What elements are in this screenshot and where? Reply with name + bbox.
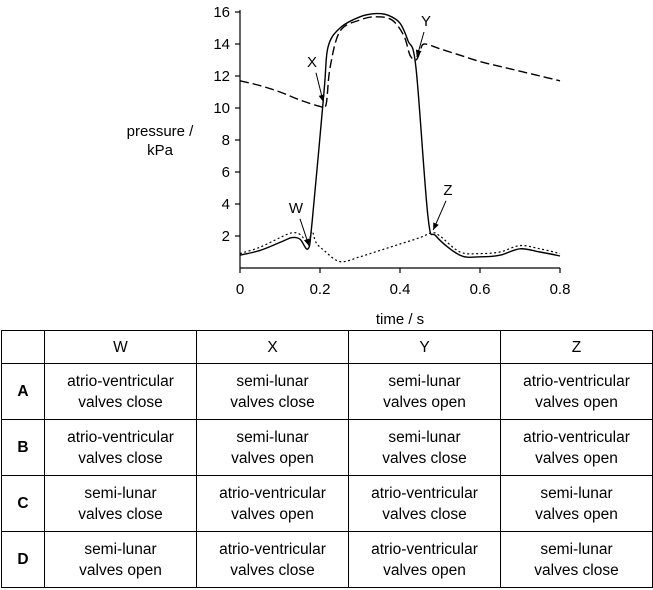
option-key: B xyxy=(1,419,45,476)
y-tick-label: 10 xyxy=(213,100,230,117)
option-cell-line: valves close xyxy=(230,561,315,579)
y-tick-label: 8 xyxy=(222,132,230,149)
option-cell-line: semi-lunar xyxy=(84,540,157,558)
option-cell: semi-lunar valves open xyxy=(348,363,501,420)
table-header-x: X xyxy=(196,330,349,364)
chart-series-layer xyxy=(239,12,561,263)
option-cell-line: valves close xyxy=(78,393,163,411)
option-key: D xyxy=(1,531,45,588)
option-cell-line: valves open xyxy=(383,561,466,579)
option-cell: atrio-ventricular valves close xyxy=(44,363,197,420)
option-cell-line: valves close xyxy=(78,505,163,523)
option-cell-line: valves open xyxy=(535,449,618,467)
option-cell-line: atrio-ventricular xyxy=(371,484,478,502)
option-cell-line: semi-lunar xyxy=(388,372,461,390)
y-tick-label: 16 xyxy=(213,4,230,21)
option-cell: semi-lunar valves close xyxy=(44,475,197,532)
option-cell-line: valves open xyxy=(231,449,314,467)
y-axis-label: pressure / xyxy=(127,123,195,140)
option-cell-line: valves open xyxy=(383,393,466,411)
option-cell-line: semi-lunar xyxy=(236,428,309,446)
pressure-time-chart: 0 0.2 0.4 0.6 0.8 2 4 6 8 10 12 14 16 time / s pressur… xyxy=(127,4,571,328)
option-cell: atrio-ventricular valves close xyxy=(348,475,501,532)
annotation-label-w: W xyxy=(289,200,304,217)
option-cell-line: semi-lunar xyxy=(540,484,613,502)
option-cell-line: atrio-ventricular xyxy=(219,540,326,558)
option-cell-line: atrio-ventricular xyxy=(371,540,478,558)
option-key: A xyxy=(1,363,45,420)
option-cell-line: semi-lunar xyxy=(540,540,613,558)
series-solid-line xyxy=(239,12,561,259)
x-tick-label: 0.2 xyxy=(310,281,331,298)
option-cell-line: atrio-ventricular xyxy=(523,428,630,446)
y-tick-label: 2 xyxy=(222,228,230,245)
option-cell-line: valves close xyxy=(230,393,315,411)
option-cell: semi-lunar valves open xyxy=(44,531,197,588)
table-header-row: W X Y Z xyxy=(1,330,653,364)
option-cell-line: valves close xyxy=(534,561,619,579)
series-dashed-line xyxy=(239,16,561,110)
option-cell-line: valves open xyxy=(535,505,618,523)
annotation-arrow-head xyxy=(318,94,325,102)
series-dotted-line xyxy=(239,230,561,263)
annotation-arrow-head xyxy=(433,222,439,231)
option-cell: atrio-ventricular valves open xyxy=(500,363,653,420)
option-cell: semi-lunar valves open xyxy=(196,419,349,476)
option-cell-line: valves open xyxy=(231,505,314,523)
option-cell-line: valves open xyxy=(79,561,162,579)
option-cell-line: atrio-ventricular xyxy=(523,372,630,390)
option-cell-line: atrio-ventricular xyxy=(67,428,174,446)
option-cell: atrio-ventricular valves close xyxy=(196,531,349,588)
y-tick-label: 14 xyxy=(213,36,230,53)
y-tick-label: 6 xyxy=(222,164,230,181)
y-tick-label: 12 xyxy=(213,68,230,85)
table-header-y: Y xyxy=(348,330,501,364)
option-cell-line: valves open xyxy=(535,393,618,411)
x-tick-label: 0.4 xyxy=(390,281,411,298)
option-cell: atrio-ventricular valves open xyxy=(196,475,349,532)
option-cell: semi-lunar valves close xyxy=(348,419,501,476)
option-cell-line: semi-lunar xyxy=(388,428,461,446)
option-cell: semi-lunar valves close xyxy=(500,531,653,588)
option-cell: atrio-ventricular valves open xyxy=(348,531,501,588)
option-cell-line: atrio-ventricular xyxy=(67,372,174,390)
annotation-label-x: X xyxy=(307,54,317,71)
x-tick-label: 0.8 xyxy=(550,281,571,298)
chart-annotations: W X Y Z xyxy=(289,13,453,247)
x-axis-label: time / s xyxy=(376,311,424,328)
x-tick-label: 0.6 xyxy=(470,281,491,298)
annotation-label-y: Y xyxy=(421,13,431,30)
option-cell-line: semi-lunar xyxy=(236,372,309,390)
table-header-blank xyxy=(1,330,45,364)
annotation-label-z: Z xyxy=(443,182,452,199)
option-cell: semi-lunar valves open xyxy=(500,475,653,532)
annotation-arrow-head xyxy=(303,238,310,246)
option-key: C xyxy=(1,475,45,532)
annotation-arrow-head xyxy=(415,49,422,58)
option-cell-line: valves close xyxy=(78,449,163,467)
chart-axes: 0 0.2 0.4 0.6 0.8 2 4 6 8 10 12 14 16 time / s pressur… xyxy=(127,4,571,328)
option-cell-line: semi-lunar xyxy=(84,484,157,502)
option-cell-line: valves close xyxy=(382,505,467,523)
y-axis-label: kPa xyxy=(147,142,174,159)
x-tick-label: 0 xyxy=(236,281,244,298)
y-tick-label: 4 xyxy=(222,196,230,213)
option-cell-line: atrio-ventricular xyxy=(219,484,326,502)
table-header-w: W xyxy=(44,330,197,364)
table-header-z: Z xyxy=(500,330,653,364)
option-cell: semi-lunar valves close xyxy=(196,363,349,420)
option-cell-line: valves close xyxy=(382,449,467,467)
option-cell: atrio-ventricular valves open xyxy=(500,419,653,476)
option-cell: atrio-ventricular valves close xyxy=(44,419,197,476)
